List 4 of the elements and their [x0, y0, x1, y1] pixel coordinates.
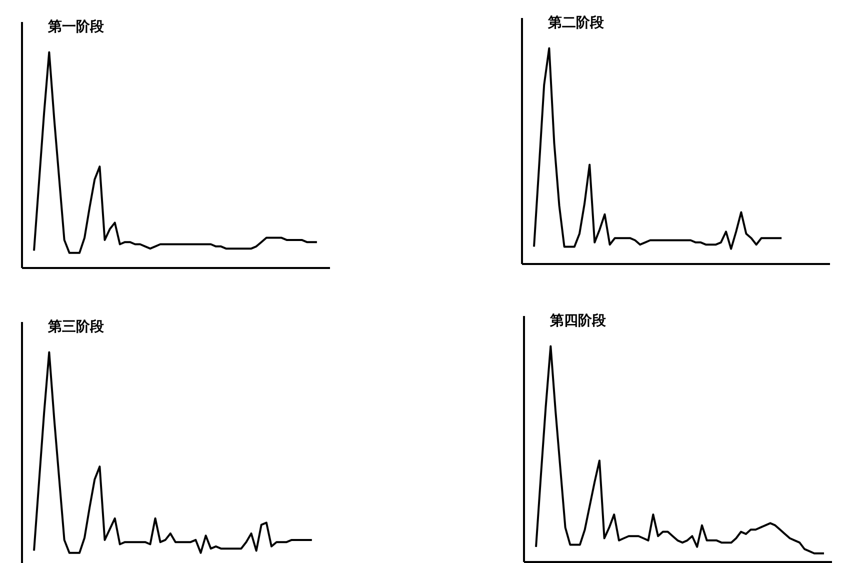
chart-title: 第三阶段: [48, 318, 104, 336]
chart-title: 第四阶段: [550, 312, 606, 330]
chart-title: 第一阶段: [48, 18, 104, 36]
chart-title: 第二阶段: [548, 14, 604, 32]
